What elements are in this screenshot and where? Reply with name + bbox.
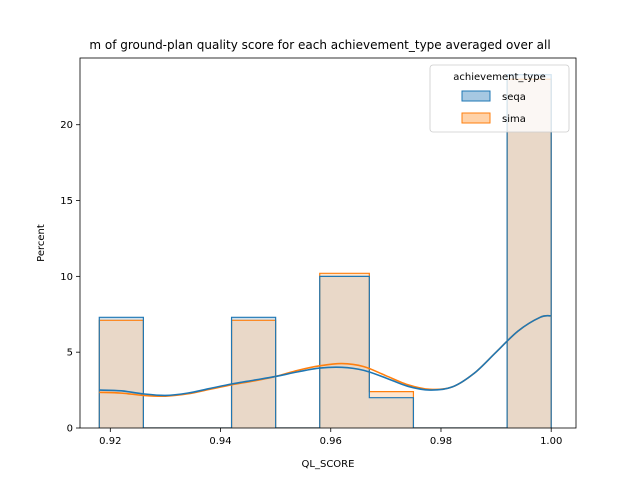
y-axis-label: Percent (36, 224, 47, 262)
step-outline-seqa (98, 74, 552, 428)
x-tick-label: 0.94 (209, 436, 231, 447)
x-axis: 0.92 0.94 0.96 0.98 1.00 (99, 428, 562, 447)
y-tick-label: 0 (67, 424, 73, 435)
kde-line-seqa (99, 314, 552, 397)
x-tick-label: 0.92 (99, 436, 121, 447)
x-axis-label: QL_SCORE (302, 459, 355, 470)
x-tick-label: 0.96 (320, 436, 342, 447)
bar-sima-6 (369, 391, 414, 428)
bar-sima-0 (99, 320, 144, 428)
bars-layer (98, 74, 552, 428)
legend-swatch-seqa (461, 90, 491, 102)
legend: achievement_type seqa sima (429, 64, 570, 133)
y-tick-label: 15 (60, 196, 73, 207)
y-axis: 0 5 10 15 20 (60, 120, 80, 435)
legend-label-sima: sima (502, 114, 526, 125)
x-tick-label: 0.98 (430, 436, 452, 447)
legend-label-seqa: seqa (502, 92, 526, 103)
bar-sima-5 (319, 273, 370, 428)
x-tick-label: 1.00 (540, 436, 562, 447)
y-tick-label: 5 (67, 348, 73, 359)
bar-sima-9 (507, 79, 552, 428)
legend-title: achievement_type (453, 72, 545, 83)
plot-frame (79, 57, 577, 429)
y-tick-label: 10 (60, 272, 73, 283)
y-tick-label: 20 (60, 120, 73, 131)
legend-swatch-sima (461, 112, 491, 124)
chart-title: m of ground-plan quality score for each … (89, 38, 550, 52)
kde-layer (99, 314, 552, 398)
bar-sima-3 (231, 320, 276, 428)
